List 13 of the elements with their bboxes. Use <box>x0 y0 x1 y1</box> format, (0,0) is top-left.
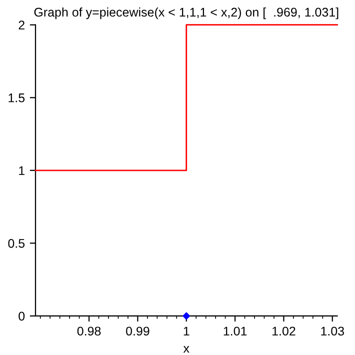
y-tick-label: 1 <box>19 166 24 175</box>
x-tick-label: 0.98 <box>77 326 101 336</box>
x-tick-label: 1.02 <box>272 326 296 336</box>
x-tick-label: 1 <box>184 326 190 336</box>
y-tick-label: 1.5 <box>8 94 25 102</box>
y-tick-label: 0 <box>18 312 25 321</box>
x-tick-label: 1.03 <box>321 326 344 336</box>
chart-title: Graph of y=piecewise(x < 1,1,1 < x,2) on [ .969, 1.031] <box>34 7 338 20</box>
y-tick-label: 2 <box>18 20 24 30</box>
x-tick-label: 1.01 <box>224 326 247 336</box>
x-axis-title: x <box>183 346 190 353</box>
y-tick-label: 0.5 <box>8 238 25 248</box>
x-tick-label: 0.99 <box>126 326 150 336</box>
